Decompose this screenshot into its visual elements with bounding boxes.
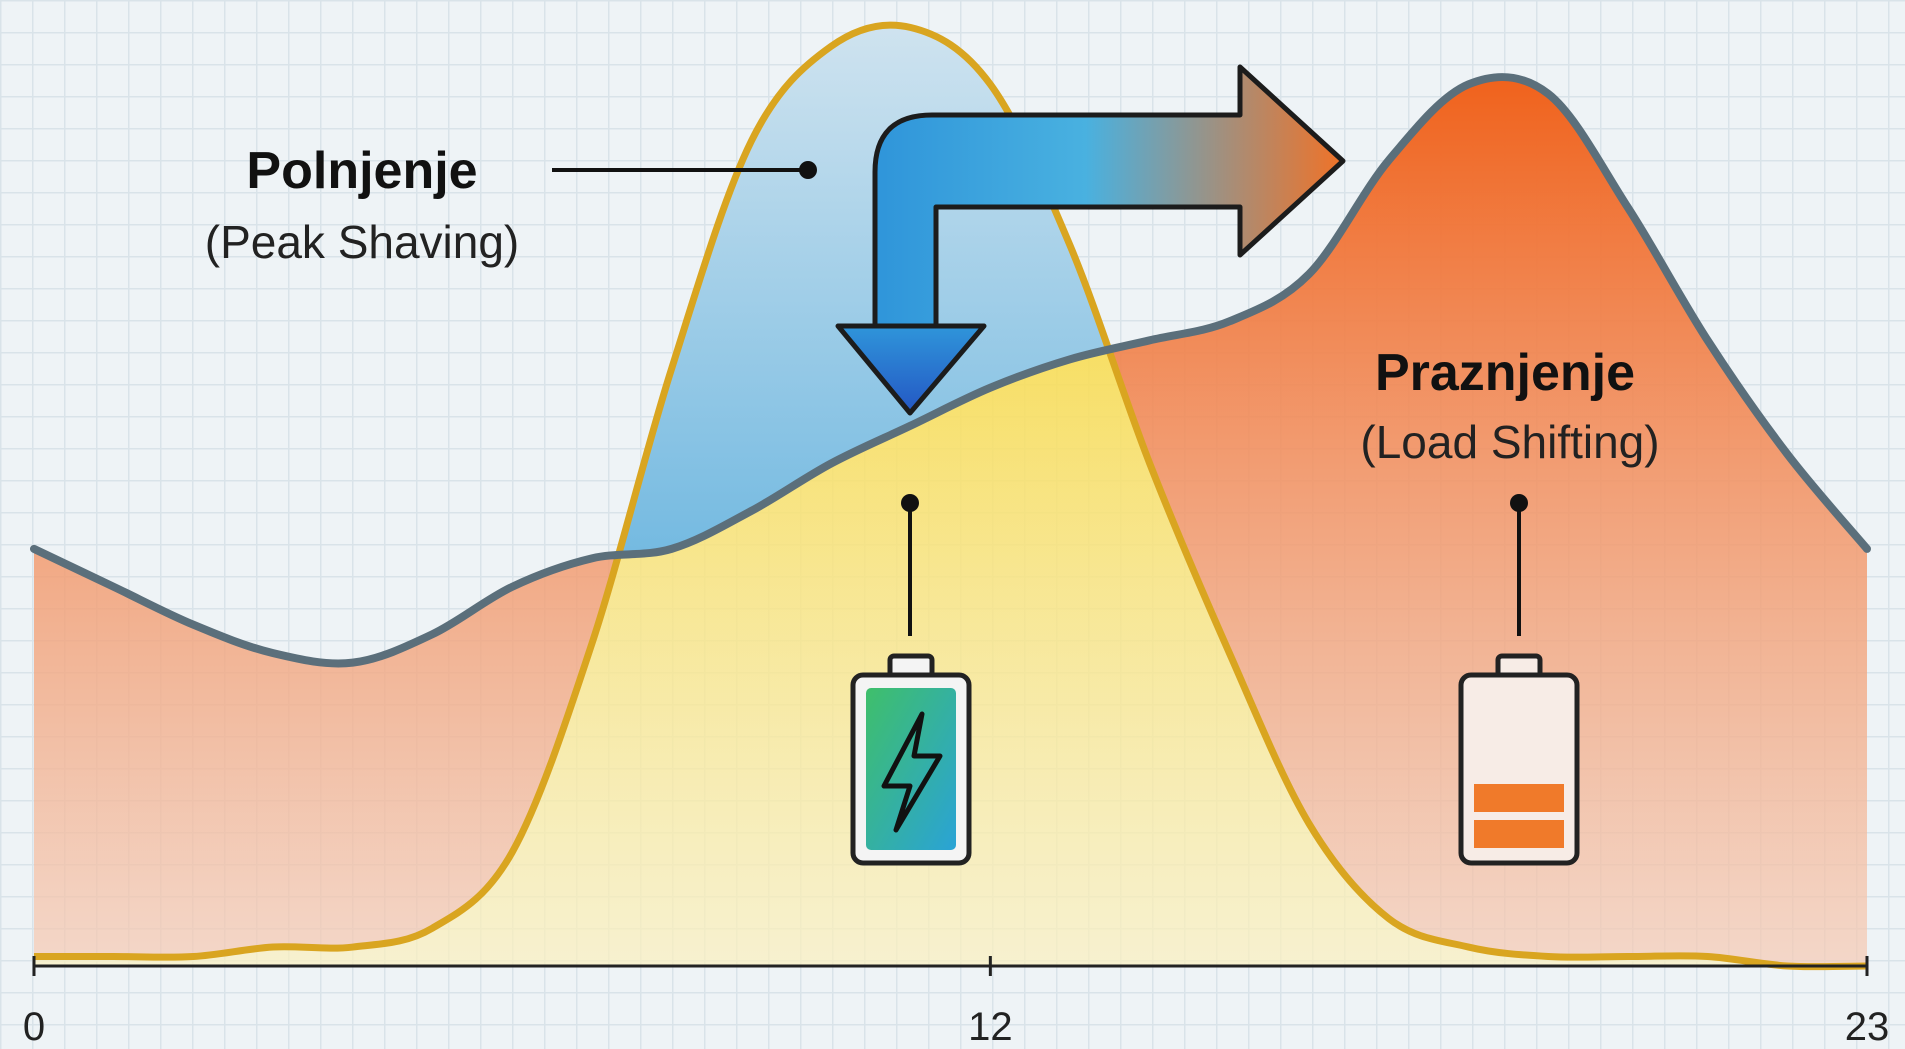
battery-low <box>1458 653 1580 866</box>
solar-line <box>34 21 1868 971</box>
charge-arrow-head <box>835 323 987 416</box>
decorations <box>552 64 1580 866</box>
x-tick-label: 23 <box>1845 1005 1890 1049</box>
lines <box>30 21 1871 971</box>
battery-charging <box>850 653 972 866</box>
x-axis: 0 12 23 <box>23 956 1889 1049</box>
areas <box>34 25 1867 967</box>
leader-dot <box>799 161 817 179</box>
annotation-title: Praznjenje <box>1375 344 1635 402</box>
annotation-title: Polnjenje <box>246 142 477 200</box>
annotation-subtitle: (Load Shifting) <box>1360 416 1659 468</box>
pin-dot <box>1510 494 1528 512</box>
x-tick-label: 0 <box>23 1005 45 1049</box>
pin-dot <box>901 494 919 512</box>
x-tick-label: 12 <box>968 1005 1013 1049</box>
annotation-subtitle: (Peak Shaving) <box>205 216 520 268</box>
shift-arrow <box>872 64 1346 331</box>
load-line <box>30 73 1871 668</box>
solar-area <box>34 25 1867 967</box>
